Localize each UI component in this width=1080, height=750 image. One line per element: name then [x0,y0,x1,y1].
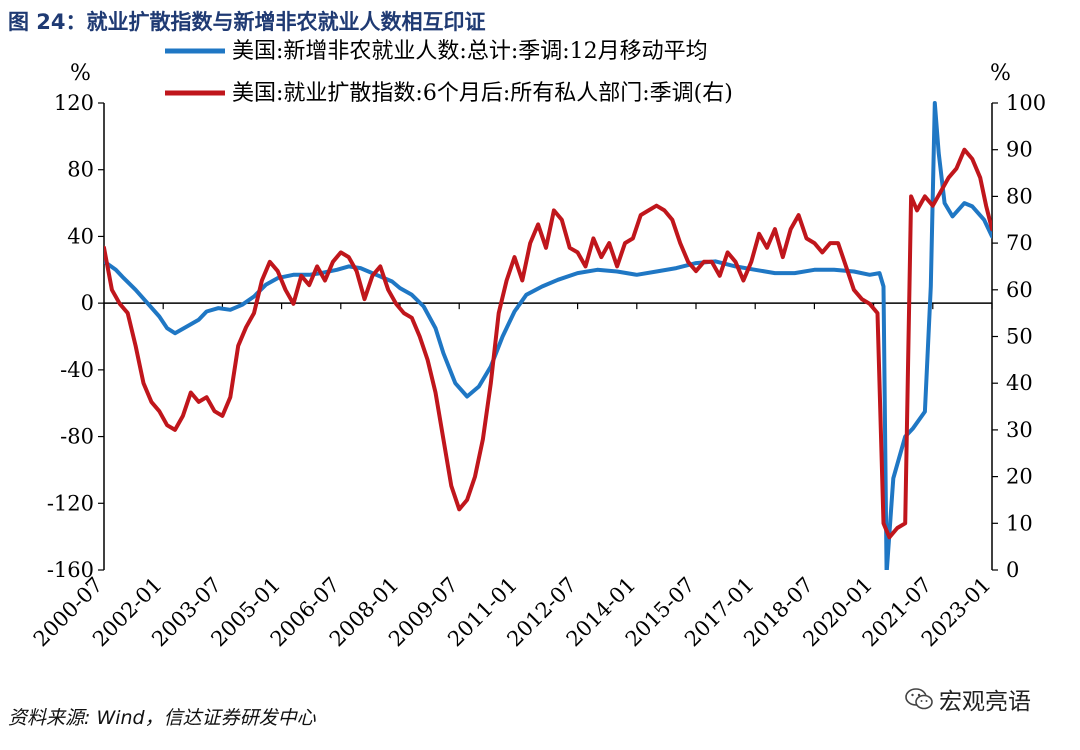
left-tick-label: 0 [81,291,94,315]
legend: 美国:新增非农就业人数:总计:季调:12月移动平均美国:就业扩散指数:6个月后:… [165,39,733,106]
right-tick-label: 90 [1006,138,1033,162]
wechat-icon [905,688,933,710]
left-tick-label: -80 [60,425,94,449]
right-unit-label: % [990,61,1011,86]
right-tick-label: 80 [1006,184,1033,208]
left-tick-label: -120 [47,491,94,515]
right-tick-label: 100 [1006,91,1046,115]
source-note: 资料来源: Wind，信达证券研发中心 [8,707,316,729]
series-line-1 [104,147,992,540]
left-unit-label: % [70,61,91,86]
figure-title: 图 24：就业扩散指数与新增非农就业人数相互印证 [8,10,486,34]
left-tick-label: -40 [60,358,94,382]
series-layer [104,101,992,570]
right-tick-label: 60 [1006,278,1033,302]
right-tick-label: 10 [1006,511,1033,535]
left-tick-label: 80 [67,158,94,182]
right-tick-label: 0 [1006,558,1019,582]
left-tick-label: 40 [67,224,94,248]
watermark-text: 宏观亮语 [939,689,1031,715]
legend-label-0: 美国:新增非农就业人数:总计:季调:12月移动平均 [232,39,708,64]
right-tick-label: 40 [1006,371,1033,395]
right-tick-label: 30 [1006,418,1033,442]
axes: 12080400-40-80-120-160100908070605040302… [29,61,1046,651]
right-tick-label: 20 [1006,465,1033,489]
legend-label-1: 美国:就业扩散指数:6个月后:所有私人部门:季调(右) [232,81,733,106]
right-tick-label: 50 [1006,325,1033,349]
watermark: 宏观亮语 [905,682,1031,716]
series-line-0 [104,101,992,570]
right-tick-label: 70 [1006,231,1033,255]
left-tick-label: -160 [47,558,94,582]
left-tick-label: 120 [54,91,94,115]
